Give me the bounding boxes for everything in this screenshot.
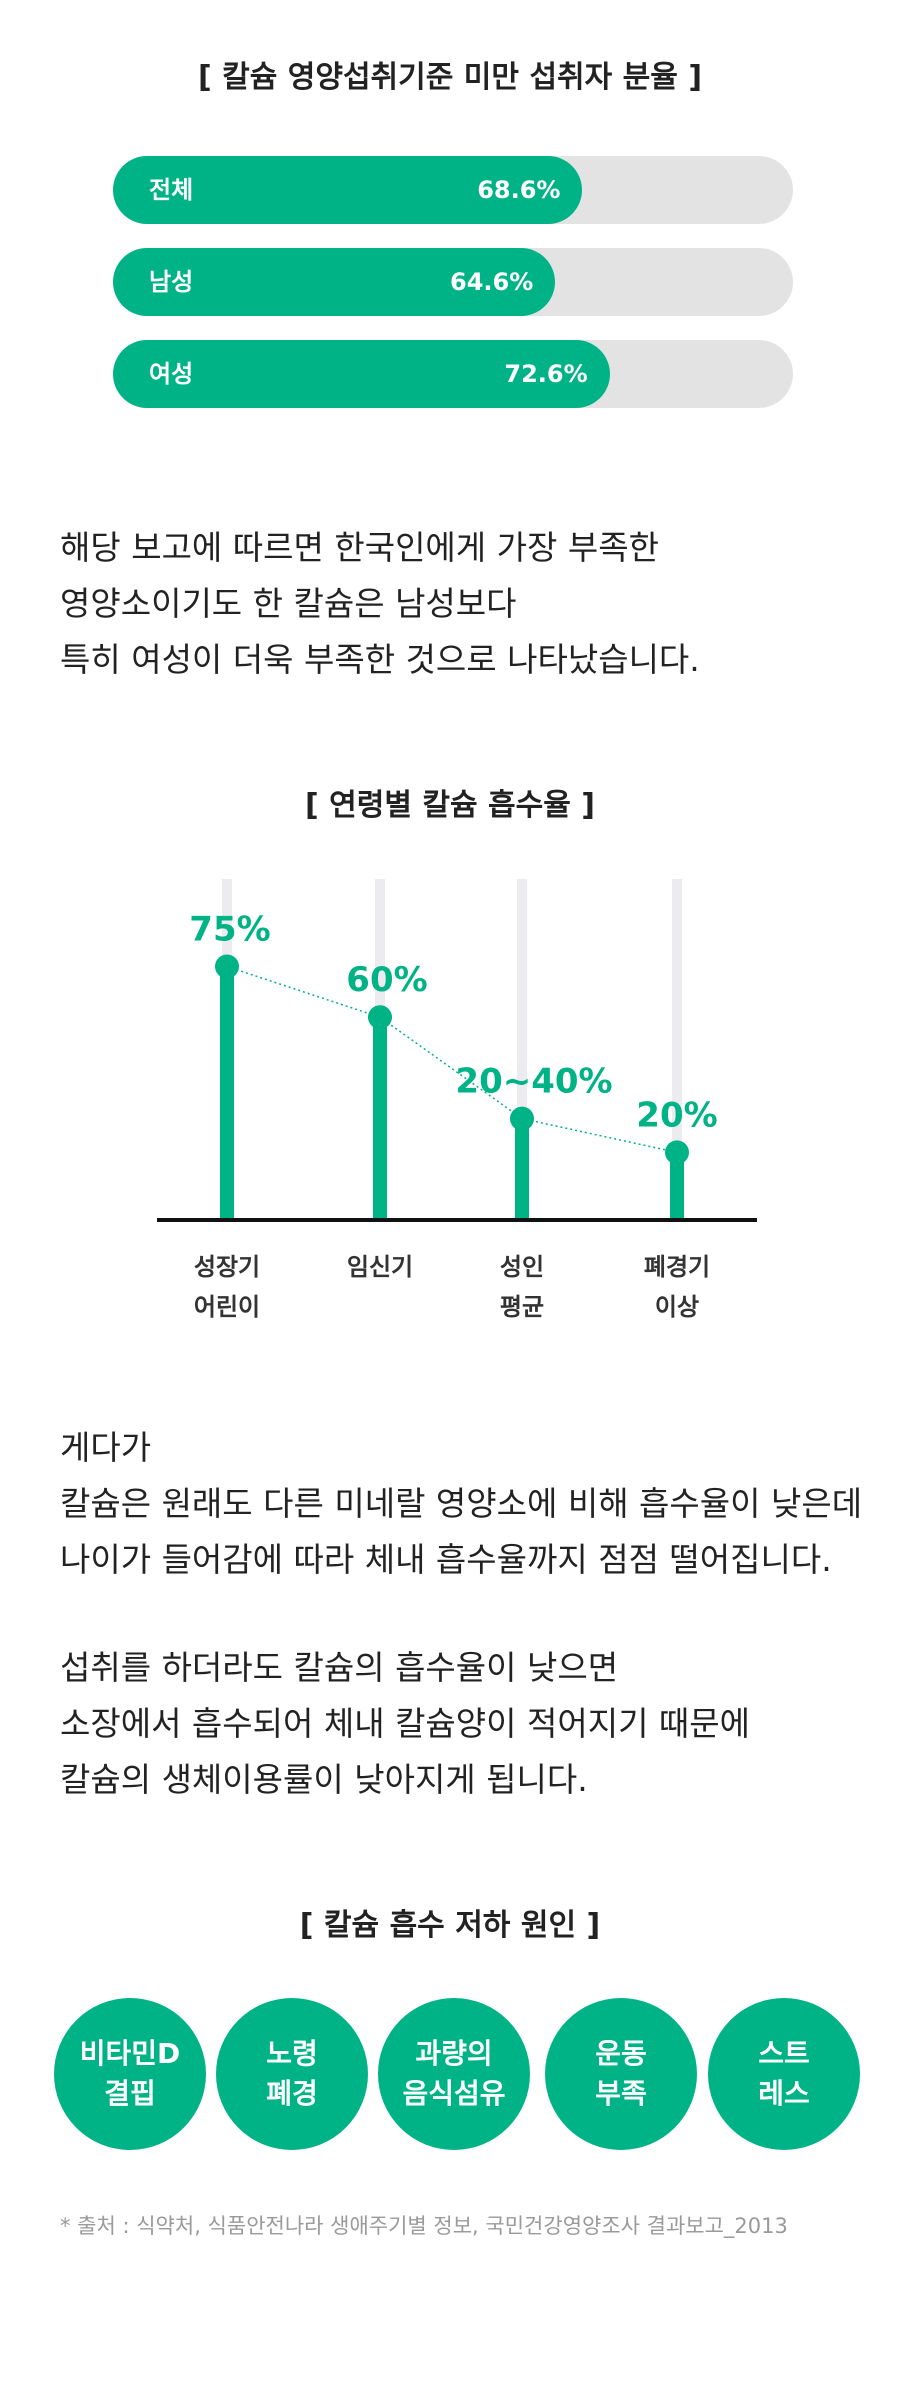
data-label: 20%: [636, 1095, 717, 1135]
cause-circle-vitamin-d: 비타민D 결핍: [54, 1998, 206, 2150]
paragraph-line: 영양소이기도 한 칼슘은 남성보다: [60, 584, 517, 623]
data-point: [215, 954, 239, 979]
paragraph-line: 나이가 들어감에 따라 체내 흡수율까지 점점 떨어집니다.: [60, 1540, 832, 1579]
bar-value: 64.6%: [450, 268, 534, 296]
causes-section-title: [ 칼슘 흡수 저하 원인 ]: [299, 1908, 601, 1943]
paragraph-line: 칼슘은 원래도 다른 미네랄 영양소에 비해 흡수율이 낮은데: [60, 1484, 863, 1523]
bar-row-male: 남성 64.6%: [113, 248, 793, 316]
data-point: [510, 1106, 534, 1131]
data-point: [665, 1140, 689, 1165]
bar-fill: [113, 156, 583, 224]
paragraph-line: 섭취를 하더라도 칼슘의 흡수율이 낮으면: [60, 1648, 619, 1687]
bar-fill: [113, 248, 556, 316]
cause-line: 음식섬유: [402, 2077, 506, 2110]
data-label: 75%: [189, 910, 270, 950]
cause-circle-aging: 노령 폐경: [216, 1998, 368, 2150]
grid-column: [672, 879, 682, 1220]
bar-row-total: 전체 68.6%: [113, 156, 793, 224]
x-tick-label: 성장기: [194, 1253, 260, 1281]
series-line: [226, 965, 678, 1154]
paragraph-line: 게다가: [60, 1428, 152, 1467]
bar-row-female: 여성 72.6%: [113, 340, 793, 408]
bar-fill: [113, 340, 610, 408]
data-stem: [373, 1017, 387, 1220]
data-label: 60%: [346, 960, 427, 1000]
paragraph-line: 특히 여성이 더욱 부족한 것으로 나타났습니다.: [60, 640, 700, 679]
x-tick-label: 폐경기: [644, 1253, 710, 1281]
bar-value: 68.6%: [477, 176, 561, 204]
cause-line: 노령: [266, 2037, 318, 2070]
bars-section-title: [ 칼슘 영양섭취기준 미만 섭취자 분율 ]: [197, 60, 703, 95]
x-tick-label: 성인: [500, 1253, 544, 1281]
cause-line: 결핍: [104, 2077, 156, 2110]
data-stem: [220, 966, 234, 1220]
cause-line: 비타민D: [79, 2037, 181, 2070]
data-label: 20~40%: [455, 1062, 612, 1102]
source-note: * 출처 : 식약처, 식품안전나라 생애주기별 정보, 국민건강영양조사 결과…: [60, 2214, 788, 2238]
cause-line: 부족: [595, 2077, 647, 2110]
paragraph-absorption: 게다가 칼슘은 원래도 다른 미네랄 영양소에 비해 흡수율이 낮은데 나이가 …: [60, 1420, 880, 1588]
cause-circle-exercise: 운동 부족: [545, 1998, 697, 2150]
paragraph-line: 칼슘의 생체이용률이 낮아지게 됩니다.: [60, 1760, 588, 1799]
cause-line: 스트: [758, 2037, 810, 2070]
x-tick-label: 평균: [500, 1293, 544, 1321]
data-point: [368, 1005, 392, 1030]
cause-line: 폐경: [266, 2077, 318, 2110]
bar-label: 여성: [149, 360, 194, 388]
paragraph-line: 해당 보고에 따르면 한국인에게 가장 부족한: [60, 528, 659, 567]
bar-label: 남성: [149, 268, 194, 296]
bar-label: 전체: [149, 176, 194, 204]
chart-title: [ 연령별 칼슘 흡수율 ]: [305, 788, 595, 823]
x-tick-label: 어린이: [194, 1293, 260, 1321]
grid-column: [517, 879, 527, 1220]
data-stem: [515, 1118, 529, 1220]
cause-line: 과량의: [415, 2037, 493, 2070]
cause-line: 운동: [595, 2037, 647, 2070]
paragraph-bioavailability: 섭취를 하더라도 칼슘의 흡수율이 낮으면 소장에서 흡수되어 체내 칼슘양이 …: [60, 1640, 880, 1808]
paragraph-gender-deficiency: 해당 보고에 따르면 한국인에게 가장 부족한 영양소이기도 한 칼슘은 남성보…: [60, 520, 880, 688]
cause-circle-stress: 스트 레스: [708, 1998, 860, 2150]
cause-line: 레스: [758, 2077, 810, 2110]
x-tick-label: 이상: [655, 1293, 699, 1321]
bar-value: 72.6%: [504, 360, 588, 388]
data-stem: [670, 1152, 684, 1220]
paragraph-line: 소장에서 흡수되어 체내 칼슘양이 적어지기 때문에: [60, 1704, 751, 1743]
cause-circle-fiber: 과량의 음식섬유: [378, 1998, 530, 2150]
x-axis-line: [157, 1218, 757, 1222]
x-tick-label: 임신기: [347, 1253, 413, 1281]
